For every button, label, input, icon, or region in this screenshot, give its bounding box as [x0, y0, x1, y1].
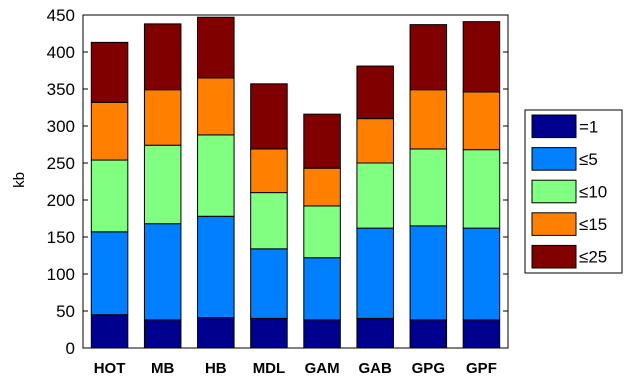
- x-tick-label: GAB: [359, 360, 393, 377]
- legend-label: ≤5: [579, 150, 598, 169]
- legend-label: ≤25: [579, 248, 607, 267]
- bar-segment-gab-s0: [356, 317, 394, 349]
- bar-segment-mb-s3: [143, 89, 182, 146]
- y-tick-label: 100: [47, 265, 75, 284]
- bar-segment-hot-s4: [90, 41, 129, 103]
- bar-series-group: [90, 16, 501, 349]
- bar-segment-mb-s4: [143, 23, 182, 91]
- legend-label: ≤15: [579, 215, 607, 234]
- x-tick-label: HOT: [94, 360, 126, 377]
- plot-frame: [82, 14, 509, 349]
- bar-segment-hb-s0: [197, 317, 235, 349]
- bar-segment-mdl-s0: [250, 317, 288, 349]
- legend-label: ≤10: [579, 183, 607, 202]
- y-axis-title: kb: [11, 172, 28, 188]
- x-tick-label: MB: [151, 360, 174, 377]
- bar-segment-gpf-s2: [462, 149, 501, 229]
- bar-segment-mdl-s2: [250, 192, 288, 250]
- x-tick-label: GPF: [466, 360, 497, 377]
- x-tick-label: GPG: [412, 360, 445, 377]
- bar-segment-gpg-s0: [409, 319, 448, 349]
- bar-segment-hb-s2: [197, 134, 235, 217]
- bar-segment-gam-s2: [303, 205, 341, 259]
- bar-segment-gpg-s1: [409, 225, 448, 321]
- bar-segment-mdl-s3: [250, 148, 288, 194]
- bar-segment-gab-s2: [356, 162, 394, 229]
- bar-segment-hot-s1: [90, 231, 129, 316]
- y-tick-label: 350: [47, 80, 75, 99]
- y-tick-label: 250: [47, 154, 75, 173]
- legend-label: =1: [579, 117, 598, 136]
- bar-segment-gab-s3: [356, 118, 394, 164]
- bar-segment-gpf-s1: [462, 227, 501, 321]
- x-tick-label: MDL: [253, 360, 286, 377]
- x-tick-label: GAM: [305, 360, 340, 377]
- y-tick-label: 50: [56, 302, 75, 321]
- bar-segment-gam-s0: [303, 319, 341, 349]
- legend: =1 ≤5 ≤10 ≤15 ≤25: [524, 109, 623, 274]
- legend-swatch: [531, 114, 577, 139]
- y-tick-label: 450: [47, 6, 75, 25]
- bar-segment-gab-s4: [356, 65, 394, 120]
- bar-segment-hot-s3: [90, 101, 129, 161]
- bar-segment-hb-s3: [197, 77, 235, 136]
- bar-segment-mb-s0: [143, 319, 182, 349]
- bar-segment-gab-s1: [356, 227, 394, 319]
- bar-segment-gam-s3: [303, 167, 341, 207]
- plot-area: [82, 14, 509, 349]
- y-axis-ticks: 0 50 100 150 200 250 300 350 400 450: [47, 6, 508, 358]
- bar-segment-hb-s4: [197, 16, 235, 79]
- legend-swatch: [531, 244, 577, 269]
- bar-segment-gpg-s2: [409, 148, 448, 227]
- legend-swatch: [531, 147, 577, 171]
- bar-segment-hb-s1: [197, 215, 235, 319]
- bar-segment-gpg-s3: [409, 89, 448, 150]
- bar-segment-mdl-s1: [250, 248, 288, 319]
- bar-segment-gpf-s0: [462, 319, 501, 349]
- x-tick-label: HB: [205, 360, 227, 377]
- legend-swatch: [531, 212, 577, 236]
- bar-segment-gpg-s4: [409, 24, 448, 91]
- bar-segment-gam-s1: [303, 257, 341, 321]
- y-tick-label: 0: [66, 339, 75, 358]
- bar-segment-hot-s0: [90, 314, 129, 349]
- bar-segment-gam-s4: [303, 113, 341, 169]
- legend-swatch: [531, 179, 577, 204]
- x-axis-labels: HOT MB HB MDL GAM GAB GPG GPF: [94, 360, 497, 377]
- y-tick-label: 200: [47, 191, 75, 210]
- bar-segment-gpf-s4: [462, 21, 501, 93]
- y-tick-label: 150: [47, 228, 75, 247]
- bar-segment-hot-s2: [90, 159, 129, 233]
- bar-segment-gpf-s3: [462, 91, 501, 151]
- y-tick-label: 400: [47, 43, 75, 62]
- bar-segment-mb-s2: [143, 144, 182, 225]
- y-tick-label: 300: [47, 117, 75, 136]
- bar-segment-mb-s1: [143, 223, 182, 321]
- bar-segment-mdl-s4: [250, 83, 288, 150]
